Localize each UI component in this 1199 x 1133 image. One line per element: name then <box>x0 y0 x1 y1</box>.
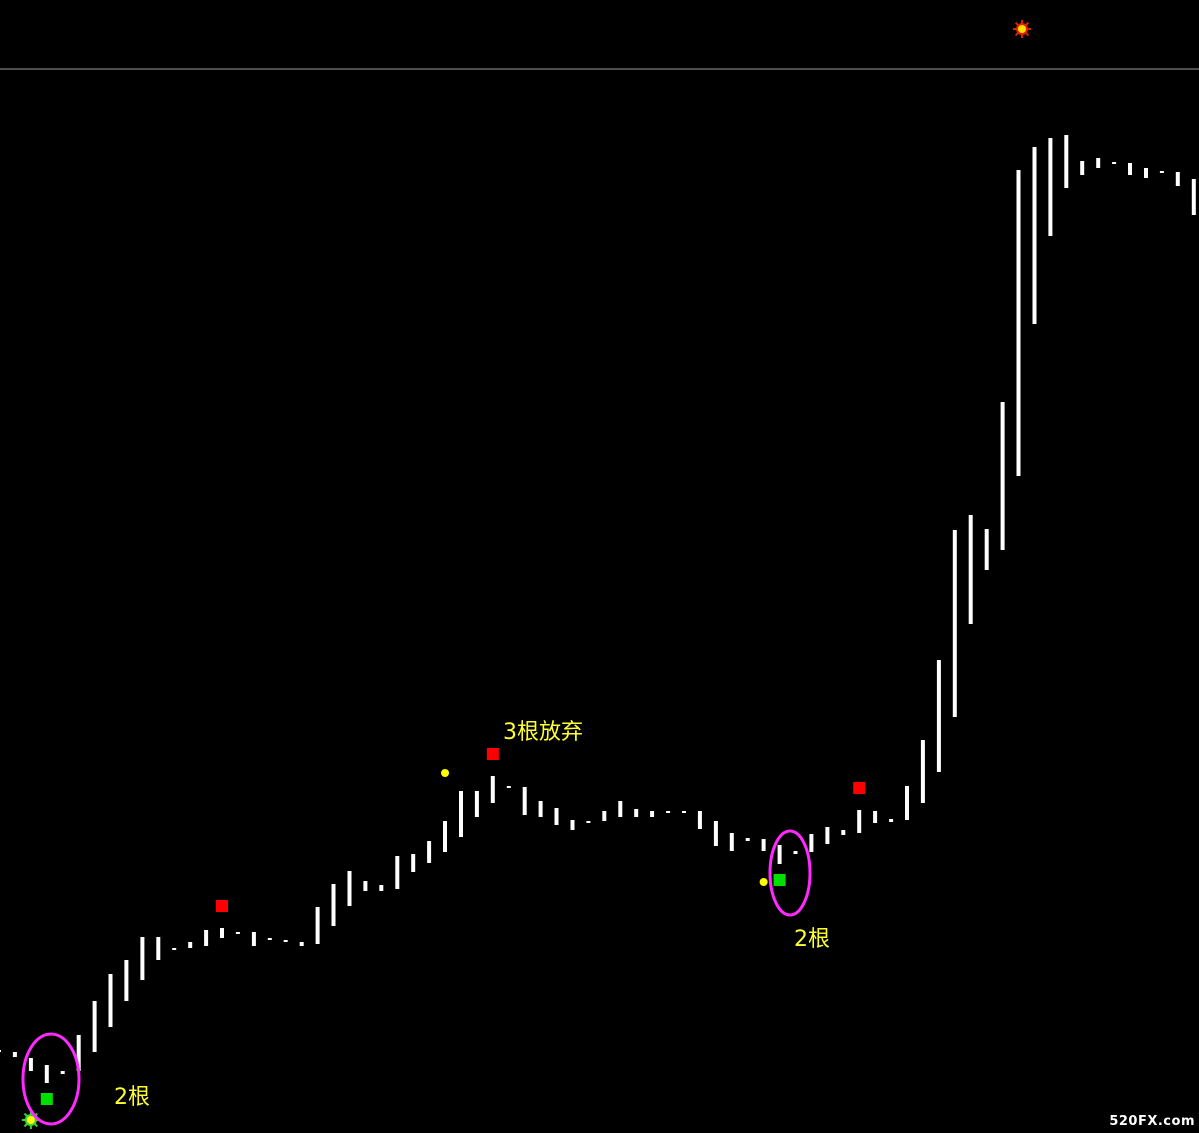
price-bar <box>1112 162 1117 164</box>
price-bar <box>156 937 161 960</box>
price-bar <box>554 808 559 825</box>
price-bar <box>793 851 798 854</box>
price-bar <box>745 838 750 841</box>
price-bar <box>331 884 336 926</box>
price-bars <box>0 135 1196 1083</box>
price-bar <box>28 1058 33 1071</box>
price-bar <box>1128 163 1132 175</box>
price-bar <box>602 811 607 821</box>
price-bar <box>299 942 304 946</box>
signal-markers <box>21 20 1031 1129</box>
price-bar <box>618 801 623 817</box>
price-bar <box>60 1071 65 1074</box>
price-bar <box>905 786 909 820</box>
price-bar <box>108 974 113 1027</box>
price-bar <box>411 854 416 872</box>
price-bar <box>697 811 702 829</box>
price-bar <box>0 1050 1 1052</box>
price-bar <box>347 871 352 906</box>
price-bar <box>586 821 591 823</box>
highlight-ellipse-right <box>768 829 812 917</box>
price-bar <box>968 515 973 624</box>
price-bar <box>363 881 368 891</box>
price-bar <box>251 932 256 946</box>
price-bar <box>140 937 145 980</box>
price-bar <box>76 1035 81 1071</box>
price-bar <box>666 811 671 813</box>
price-bar <box>124 960 129 1001</box>
price-bar <box>235 932 240 934</box>
price-bar <box>1159 171 1164 173</box>
price-bar <box>920 740 925 803</box>
price-bar <box>267 938 272 940</box>
price-bar <box>1191 179 1196 215</box>
price-bar <box>44 1065 49 1083</box>
yellow-signal-dot <box>759 878 768 886</box>
sell-sun-icon <box>1013 20 1031 38</box>
sell-signal-square <box>216 900 229 912</box>
price-bar <box>1080 161 1085 175</box>
watermark-text: 520FX.com <box>1109 1114 1195 1129</box>
price-bar <box>873 811 878 823</box>
price-bar <box>634 809 639 817</box>
price-bar <box>443 821 447 852</box>
price-bar <box>1032 147 1037 324</box>
price-bar <box>1064 135 1069 188</box>
price-bar <box>12 1052 17 1057</box>
price-bar <box>522 787 527 815</box>
price-bar <box>650 811 655 817</box>
price-bar <box>1000 402 1005 550</box>
price-bar <box>825 827 830 844</box>
price-bar <box>1016 170 1021 476</box>
annotation-label-left: 2根 <box>114 1085 150 1110</box>
price-bar <box>809 834 814 852</box>
price-bar <box>1096 158 1101 168</box>
price-bar <box>713 821 718 846</box>
price-bar <box>538 801 543 817</box>
price-bar <box>92 1001 97 1052</box>
price-bar <box>682 811 686 813</box>
price-bar <box>936 660 941 772</box>
sell-signal-square <box>853 782 866 794</box>
buy-signal-square <box>773 874 786 886</box>
price-bar <box>379 885 384 891</box>
price-bar <box>777 845 782 864</box>
price-bar <box>188 942 193 948</box>
price-bar <box>857 810 862 833</box>
price-bar <box>570 820 575 830</box>
price-bar <box>841 830 846 835</box>
buy-signal-square <box>40 1093 53 1105</box>
annotation-label-right: 2根 <box>794 927 830 952</box>
price-bar <box>490 776 495 803</box>
sell-signal-square <box>486 748 499 760</box>
price-bar <box>761 839 766 851</box>
price-bar <box>506 786 511 788</box>
price-bar <box>729 833 734 851</box>
annotation-label-top: 3根放弃 <box>503 720 583 745</box>
price-bar <box>889 819 894 822</box>
price-bar <box>1144 168 1148 178</box>
price-bar <box>1048 138 1053 236</box>
yellow-signal-dot <box>441 769 450 777</box>
price-bar <box>984 529 989 570</box>
price-bar <box>395 856 400 889</box>
price-bar <box>220 928 224 938</box>
price-bar <box>315 907 320 944</box>
buy-sun-icon <box>21 1111 40 1129</box>
price-bar <box>1175 172 1180 186</box>
price-bar <box>459 791 463 837</box>
price-bar <box>952 530 957 717</box>
price-bar <box>204 930 209 946</box>
price-bar <box>172 948 177 950</box>
price-bar <box>427 841 432 863</box>
highlight-ellipse-left <box>21 1032 81 1126</box>
price-bar <box>474 791 479 817</box>
price-bar <box>283 940 288 942</box>
